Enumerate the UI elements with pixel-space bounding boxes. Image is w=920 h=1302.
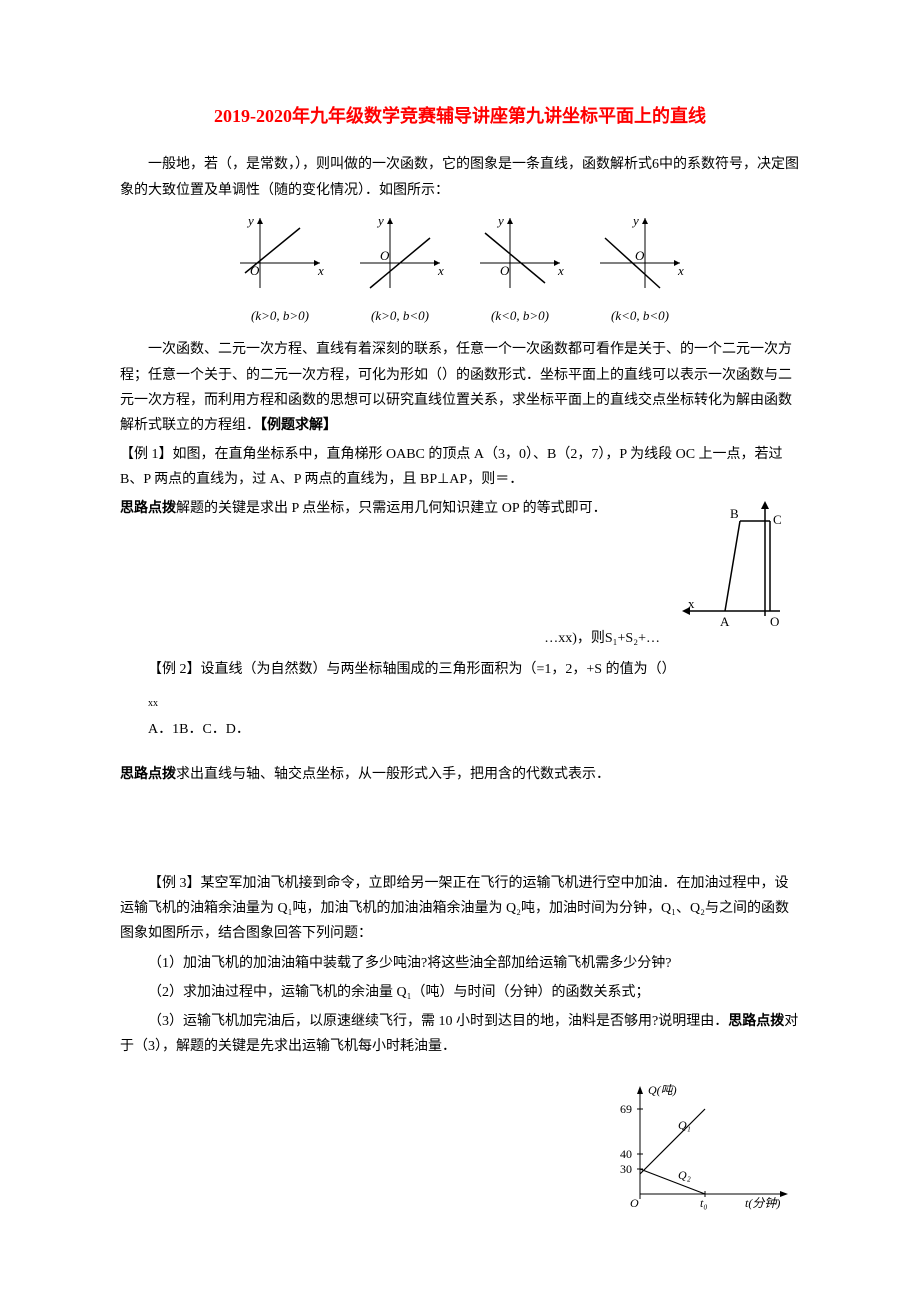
svg-text:t(分钟): t(分钟) — [745, 1196, 780, 1210]
example-2-options: A．1B．C．D． — [120, 717, 800, 742]
trapezoid-figure: B C A O x — [670, 496, 800, 641]
svg-text:B: B — [730, 506, 739, 521]
svg-text:x: x — [677, 263, 684, 278]
example-1-label: 【例 1】 — [120, 447, 173, 462]
svg-text:x: x — [688, 596, 695, 611]
graph-2: x y O (k>0, b<0) — [350, 213, 450, 328]
example-3-q1: （1）加油飞机的加油油箱中装载了多少吨油?将这些油全部加给运输飞机需多少分钟? — [120, 951, 800, 976]
svg-text:Q(吨): Q(吨) — [648, 1083, 677, 1097]
oil-chart-container: 69 40 30 Q(吨) t(分钟) Q₁ Q₂ O t₀ — [120, 1079, 800, 1228]
svg-text:A: A — [720, 614, 730, 629]
graph-1: x y O (k>0, b>0) — [230, 213, 330, 328]
example-3-text: 某空军加油飞机接到命令，立即给另一架正在飞行的运输飞机进行空中加油．在加油过程中… — [120, 876, 789, 941]
svg-text:30: 30 — [620, 1162, 632, 1176]
intro-paragraph-1: 一般地，若（，是常数，），则叫做的一次函数，它的图象是一条直线，函数解析式6中的… — [120, 152, 800, 202]
graph-label-4: (k<0, b<0) — [590, 304, 690, 327]
hint-3-label: 思路点拨 — [728, 1014, 784, 1029]
svg-text:69: 69 — [620, 1102, 632, 1116]
svg-text:O: O — [635, 248, 645, 263]
svg-text:O: O — [770, 614, 779, 629]
page-title: 2019-2020年九年级数学竞赛辅导讲座第九讲坐标平面上的直线 — [120, 100, 800, 132]
example-2-text: 设直线（为自然数）与两坐标轴围成的三角形面积为（=1，2，+S 的值为（） — [201, 662, 676, 677]
svg-text:x: x — [437, 263, 444, 278]
example-3-label: 【例 3】 — [148, 876, 201, 891]
svg-text:t₀: t₀ — [700, 1196, 708, 1210]
graph-svg-4: x y O — [590, 213, 690, 293]
section-title: 【例题求解】 — [260, 418, 337, 433]
graph-label-3: (k<0, b>0) — [470, 304, 570, 327]
svg-text:40: 40 — [620, 1147, 632, 1161]
hint-1-label: 思路点拨 — [120, 501, 176, 516]
linear-function-graphs: x y O (k>0, b>0) x y O (k>0, b<0) x y O — [120, 213, 800, 328]
graph-3: x y O (k<0, b>0) — [470, 213, 570, 328]
graph-label-1: (k>0, b>0) — [230, 304, 330, 327]
example-2-sub-text: xx — [148, 698, 158, 709]
svg-text:O: O — [500, 263, 510, 278]
hint-2-text: 求出直线与轴、轴交点坐标，从一般形式入手，把用含的代数式表示． — [176, 767, 610, 782]
svg-text:O: O — [630, 1196, 639, 1210]
hint-2: 思路点拨求出直线与轴、轴交点坐标，从一般形式入手，把用含的代数式表示． — [120, 762, 800, 787]
svg-text:x: x — [317, 263, 324, 278]
example-3-q3-text: （3）运输飞机加完油后，以原速继续飞行，需 10 小时到达目的地，油料是否够用?… — [148, 1014, 728, 1029]
example-3-q3: （3）运输飞机加完油后，以原速继续飞行，需 10 小时到达目的地，油料是否够用?… — [120, 1009, 800, 1059]
example-1-text: 如图，在直角坐标系中，直角梯形 OABC 的顶点 A（3，0）、B（2，7），P… — [120, 447, 783, 487]
svg-text:y: y — [496, 213, 504, 228]
svg-text:O: O — [380, 248, 390, 263]
graph-label-2: (k>0, b<0) — [350, 304, 450, 327]
intro-paragraph-2: 一次函数、二元一次方程、直线有着深刻的联系，任意一个一次函数都可看作是关于、的一… — [120, 337, 800, 438]
hint-2-label: 思路点拨 — [120, 767, 176, 782]
svg-text:Q₂: Q₂ — [678, 1168, 691, 1182]
svg-text:Q₁: Q₁ — [678, 1118, 691, 1132]
svg-text:y: y — [376, 213, 384, 228]
example-1: 【例 1】如图，在直角坐标系中，直角梯形 OABC 的顶点 A（3，0）、B（2… — [120, 442, 800, 492]
oil-chart: 69 40 30 Q(吨) t(分钟) Q₁ Q₂ O t₀ — [600, 1079, 800, 1219]
svg-text:x: x — [557, 263, 564, 278]
graph-4: x y O (k<0, b<0) — [590, 213, 690, 328]
example-2-label: 【例 2】 — [148, 662, 201, 677]
graph-svg-2: x y O — [350, 213, 450, 293]
svg-text:C: C — [773, 512, 782, 527]
example-3: 【例 3】某空军加油飞机接到命令，立即给另一架正在飞行的运输飞机进行空中加油．在… — [120, 871, 800, 947]
intro-p2-text: 一次函数、二元一次方程、直线有着深刻的联系，任意一个一次函数都可看作是关于、的一… — [120, 342, 792, 433]
example-2-sub: xx — [148, 686, 800, 713]
hint-1-text: 解题的关键是求出 P 点坐标，只需运用几何知识建立 OP 的等式即可． — [176, 501, 607, 516]
svg-text:O: O — [250, 263, 260, 278]
example-2: 【例 2】设直线（为自然数）与两坐标轴围成的三角形面积为（=1，2，+S 的值为… — [120, 657, 800, 682]
svg-text:y: y — [631, 213, 639, 228]
example-3-q2: （2）求加油过程中，运输飞机的余油量 Q₁（吨）与时间（分钟）的函数关系式； — [120, 980, 800, 1005]
svg-text:y: y — [246, 213, 254, 228]
graph-svg-1: x y O — [230, 213, 330, 293]
graph-svg-3: x y O — [470, 213, 570, 293]
